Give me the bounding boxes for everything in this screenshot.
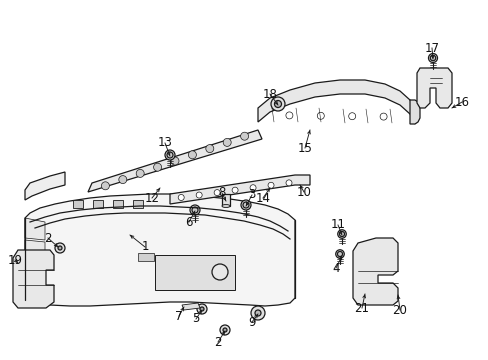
Bar — [93, 200, 103, 208]
Circle shape — [427, 54, 437, 63]
Text: 19: 19 — [7, 253, 22, 266]
Bar — [73, 200, 83, 208]
Circle shape — [243, 202, 248, 208]
Circle shape — [188, 151, 196, 159]
Polygon shape — [88, 130, 262, 192]
Circle shape — [192, 207, 198, 213]
Circle shape — [339, 231, 344, 237]
Polygon shape — [25, 240, 45, 260]
Text: 20: 20 — [392, 303, 407, 316]
Circle shape — [317, 112, 324, 119]
Circle shape — [164, 150, 175, 160]
Circle shape — [153, 163, 161, 171]
Circle shape — [348, 113, 355, 120]
Circle shape — [212, 264, 227, 280]
Polygon shape — [352, 238, 397, 305]
Text: 13: 13 — [157, 136, 172, 149]
Polygon shape — [25, 260, 45, 280]
Text: 15: 15 — [297, 141, 312, 154]
Bar — [113, 200, 123, 208]
Circle shape — [136, 170, 144, 177]
Circle shape — [249, 185, 256, 191]
Circle shape — [200, 307, 203, 311]
Ellipse shape — [222, 204, 229, 207]
Circle shape — [232, 187, 238, 193]
Circle shape — [178, 194, 184, 201]
Circle shape — [190, 205, 200, 215]
Text: 14: 14 — [255, 192, 270, 204]
Circle shape — [205, 145, 213, 153]
Text: 10: 10 — [296, 185, 311, 198]
Text: 2: 2 — [44, 231, 52, 244]
Circle shape — [240, 132, 248, 140]
Bar — [222, 194, 229, 206]
Polygon shape — [170, 175, 309, 204]
Text: 6: 6 — [185, 216, 192, 229]
Text: 9: 9 — [248, 315, 255, 328]
Circle shape — [254, 310, 261, 316]
Circle shape — [241, 200, 250, 210]
Text: 17: 17 — [424, 41, 439, 54]
Circle shape — [270, 97, 285, 111]
Polygon shape — [25, 194, 294, 306]
Circle shape — [335, 250, 344, 258]
Polygon shape — [409, 100, 419, 124]
Circle shape — [55, 243, 65, 253]
Text: 7: 7 — [175, 310, 183, 323]
Circle shape — [101, 182, 109, 190]
Circle shape — [119, 176, 126, 184]
Polygon shape — [182, 303, 200, 310]
Text: 4: 4 — [331, 261, 339, 274]
Text: 21: 21 — [354, 302, 369, 315]
Polygon shape — [25, 218, 45, 240]
Text: 12: 12 — [144, 192, 159, 204]
Text: 11: 11 — [330, 219, 345, 231]
Circle shape — [220, 325, 229, 335]
Circle shape — [337, 230, 346, 238]
Polygon shape — [416, 68, 451, 108]
Bar — [138, 253, 154, 261]
Circle shape — [267, 182, 273, 188]
Circle shape — [379, 113, 386, 120]
Polygon shape — [25, 172, 65, 200]
Circle shape — [197, 304, 206, 314]
Circle shape — [429, 55, 435, 61]
Circle shape — [223, 328, 226, 332]
Bar — [133, 200, 142, 208]
Text: 3: 3 — [248, 189, 255, 202]
Polygon shape — [13, 250, 54, 308]
Circle shape — [285, 112, 292, 119]
Text: 5: 5 — [192, 312, 199, 325]
Circle shape — [274, 100, 281, 108]
Polygon shape — [258, 80, 414, 124]
Circle shape — [223, 138, 231, 147]
Circle shape — [285, 180, 291, 186]
Circle shape — [337, 251, 342, 257]
Circle shape — [214, 190, 220, 195]
Text: 8: 8 — [218, 186, 225, 199]
Circle shape — [196, 192, 202, 198]
Circle shape — [58, 246, 62, 250]
Text: 2: 2 — [214, 336, 221, 348]
Circle shape — [167, 152, 173, 158]
Circle shape — [171, 157, 179, 165]
Circle shape — [250, 306, 264, 320]
Text: 16: 16 — [453, 95, 468, 108]
Bar — [155, 255, 235, 290]
Text: 18: 18 — [262, 87, 277, 100]
Text: 1: 1 — [141, 240, 148, 253]
